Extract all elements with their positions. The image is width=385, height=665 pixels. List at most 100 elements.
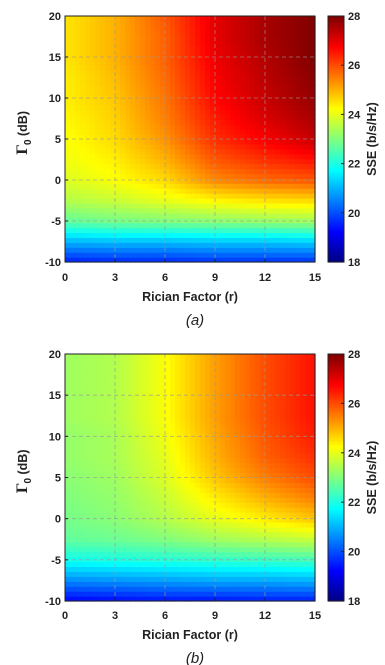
heatmap-cell — [180, 202, 186, 209]
heatmap-cell — [265, 492, 271, 498]
heatmap-cell — [135, 173, 141, 179]
heatmap-cell — [285, 99, 291, 106]
heatmap-cell — [225, 497, 231, 503]
heatmap-cell — [190, 89, 196, 96]
heatmap-cell — [70, 521, 76, 528]
heatmap-cell — [140, 423, 146, 429]
heatmap-cell — [310, 99, 316, 106]
heatmap-cell — [295, 531, 301, 538]
heatmap-cell — [105, 232, 111, 238]
heatmap-cell — [100, 247, 106, 253]
heatmap-cell — [200, 30, 206, 37]
heatmap-cell — [310, 388, 316, 395]
heatmap-cell — [200, 581, 206, 587]
heatmap-cell — [135, 517, 141, 523]
heatmap-cell — [255, 70, 261, 76]
heatmap-cell — [185, 502, 191, 508]
heatmap-cell — [270, 442, 276, 449]
heatmap-cell — [270, 134, 276, 140]
heatmap-cell — [165, 497, 171, 503]
heatmap-cell — [105, 536, 111, 543]
heatmap-cell — [305, 526, 311, 533]
heatmap-cell — [215, 556, 221, 563]
heatmap-cell — [110, 134, 116, 140]
heatmap-cell — [310, 378, 316, 385]
heatmap-cell — [155, 109, 161, 115]
heatmap-cell — [75, 247, 81, 253]
heatmap-cell — [305, 232, 311, 238]
heatmap-cell — [155, 40, 161, 47]
heatmap-cell — [85, 168, 91, 175]
heatmap-cell — [210, 546, 216, 553]
heatmap-cell — [120, 183, 126, 189]
colorbar-tick-label: 24 — [348, 109, 361, 121]
colorbar-segment — [328, 81, 344, 85]
heatmap-cell — [305, 237, 311, 243]
colorbar-segment — [328, 46, 344, 50]
heatmap-cell — [190, 576, 196, 582]
heatmap-cell — [140, 383, 146, 390]
heatmap-cell — [110, 423, 116, 429]
colorbar-segment — [328, 171, 344, 175]
heatmap-cell — [170, 168, 176, 175]
heatmap-cell — [230, 442, 236, 449]
heatmap-cell — [120, 433, 126, 439]
heatmap-cell — [115, 492, 121, 498]
heatmap-cell — [130, 252, 136, 258]
heatmap-cell — [100, 536, 106, 543]
heatmap-cell — [125, 492, 131, 498]
heatmap-cell — [185, 104, 191, 111]
heatmap-cell — [310, 413, 316, 419]
heatmap-cell — [90, 45, 96, 52]
heatmap-cell — [245, 403, 251, 409]
heatmap-cell — [70, 70, 76, 76]
heatmap-cell — [100, 507, 106, 513]
heatmap-cell — [210, 596, 216, 602]
heatmap-cell — [290, 134, 296, 140]
heatmap-cell — [265, 581, 271, 587]
heatmap-cell — [75, 517, 81, 523]
heatmap-cell — [300, 413, 306, 419]
heatmap-cell — [180, 30, 186, 37]
heatmap-cell — [250, 129, 256, 135]
heatmap-cell — [245, 437, 251, 444]
heatmap-cell — [270, 383, 276, 390]
heatmap-cell — [140, 521, 146, 528]
heatmap-cell — [120, 467, 126, 474]
heatmap-cell — [265, 129, 271, 135]
heatmap-cell — [220, 457, 226, 464]
heatmap-cell — [85, 517, 91, 523]
heatmap-cell — [165, 526, 171, 533]
heatmap-cell — [185, 378, 191, 385]
heatmap-cell — [130, 408, 136, 414]
heatmap-cell — [110, 388, 116, 395]
heatmap-cell — [225, 25, 231, 32]
heatmap-cell — [280, 507, 286, 513]
heatmap-cell — [260, 576, 266, 582]
heatmap-cell — [295, 75, 301, 81]
heatmap-cell — [285, 556, 291, 563]
heatmap-cell — [130, 247, 136, 253]
heatmap-cell — [220, 561, 226, 568]
heatmap-cell — [295, 383, 301, 390]
heatmap-cell — [165, 437, 171, 444]
heatmap-cell — [180, 541, 186, 548]
heatmap-cell — [265, 467, 271, 474]
heatmap-cell — [125, 237, 131, 243]
heatmap-cell — [260, 566, 266, 572]
heatmap-cell — [90, 413, 96, 419]
heatmap-cell — [230, 531, 236, 538]
heatmap-cell — [175, 202, 181, 209]
heatmap-cell — [275, 586, 281, 592]
heatmap-cell — [95, 45, 101, 52]
heatmap-cell — [80, 129, 86, 135]
heatmap-cell — [275, 502, 281, 508]
heatmap-cell — [160, 94, 166, 101]
heatmap-cell — [190, 521, 196, 528]
heatmap-cell — [100, 492, 106, 498]
heatmap-cell — [120, 79, 126, 86]
heatmap-cell — [290, 398, 296, 404]
heatmap-cell — [285, 373, 291, 380]
heatmap-cell — [170, 586, 176, 592]
heatmap-cell — [225, 163, 231, 170]
